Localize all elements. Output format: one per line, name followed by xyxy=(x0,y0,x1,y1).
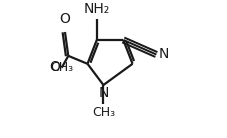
Text: O: O xyxy=(49,60,60,74)
Text: O: O xyxy=(59,12,69,26)
Text: N: N xyxy=(98,86,108,100)
Text: NH₂: NH₂ xyxy=(83,2,109,16)
Text: N: N xyxy=(158,47,168,61)
Text: CH₃: CH₃ xyxy=(50,61,73,74)
Text: CH₃: CH₃ xyxy=(91,106,114,119)
